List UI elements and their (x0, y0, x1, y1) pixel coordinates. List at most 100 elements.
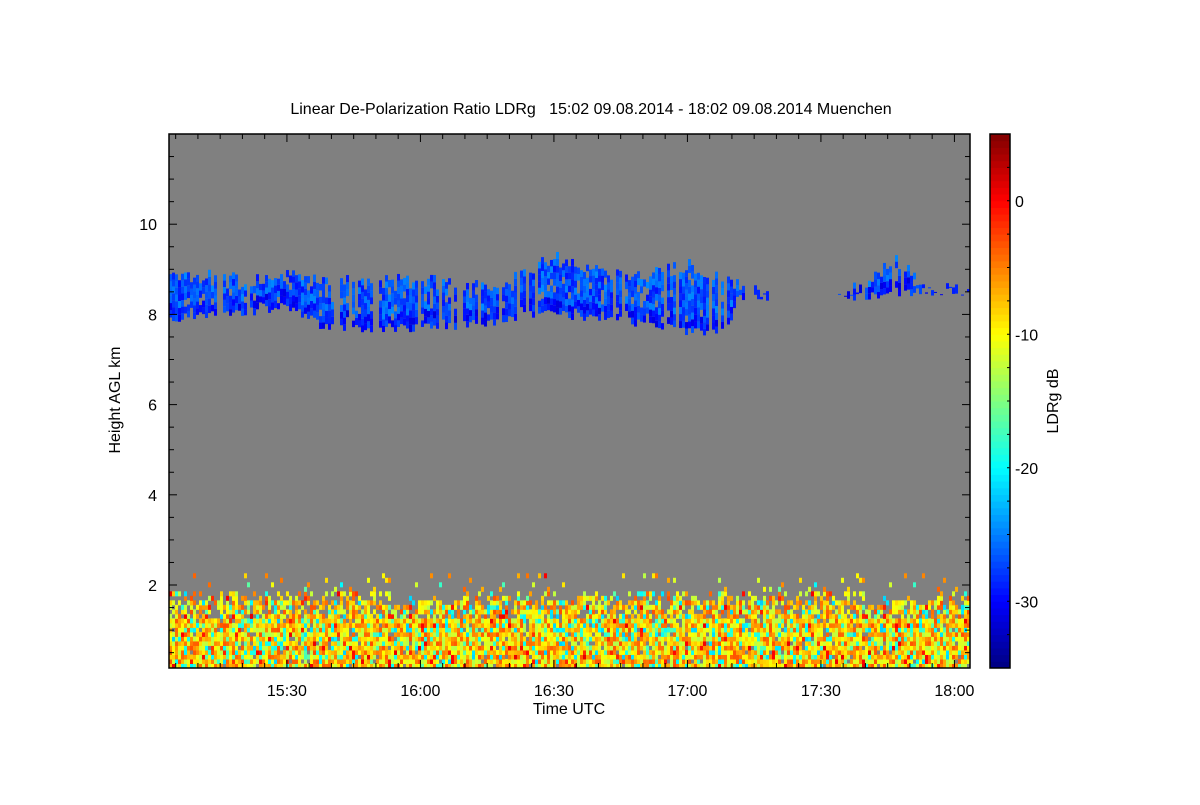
boundary-layer-cell (802, 605, 805, 610)
boundary-layer-cell (904, 632, 907, 637)
boundary-layer-cell (253, 591, 256, 596)
cirrus-cell (706, 291, 709, 298)
boundary-layer-cell (559, 623, 562, 628)
boundary-layer-cell (400, 650, 403, 655)
boundary-layer-cell (790, 636, 793, 641)
boundary-layer-cell (226, 605, 229, 610)
cirrus-cell (313, 282, 316, 289)
boundary-layer-cell (334, 600, 337, 605)
boundary-layer-cell (181, 659, 184, 664)
boundary-layer-cell (280, 600, 283, 605)
boundary-layer-cell (880, 645, 883, 650)
boundary-layer-cell (301, 636, 304, 641)
cirrus-cell (238, 297, 241, 304)
boundary-layer-cell (769, 587, 772, 592)
boundary-layer-cell (232, 650, 235, 655)
boundary-layer-cell (511, 645, 514, 650)
boundary-layer-cell (922, 605, 925, 610)
cirrus-cell (364, 323, 367, 330)
x-tick-label: 17:30 (801, 683, 841, 700)
boundary-layer-cell (676, 623, 679, 628)
cirrus-cell (442, 299, 445, 306)
boundary-layer-cell (655, 600, 658, 605)
cirrus-cell (697, 294, 700, 301)
boundary-layer-cell (331, 609, 334, 614)
boundary-layer-cell (325, 600, 328, 605)
cirrus-cell (427, 279, 430, 285)
cirrus-cell (706, 284, 709, 291)
boundary-layer-cell (811, 623, 814, 628)
boundary-layer-cell (820, 654, 823, 659)
cirrus-cell (643, 315, 646, 322)
boundary-layer-cell (829, 591, 832, 596)
boundary-layer-cell (499, 600, 502, 605)
boundary-layer-cell (271, 618, 274, 623)
x-axis-label: Time UTC (533, 701, 605, 718)
boundary-layer-cell (193, 645, 196, 650)
boundary-layer-cell (580, 623, 583, 628)
cirrus-cell (190, 295, 193, 301)
boundary-layer-cell (274, 632, 277, 637)
cirrus-cell (712, 323, 715, 330)
boundary-layer-cell (538, 641, 541, 646)
boundary-layer-cell (631, 636, 634, 641)
boundary-layer-cell (403, 641, 406, 646)
cirrus-cell (703, 329, 706, 335)
boundary-layer-cell (298, 650, 301, 655)
boundary-layer-cell (334, 632, 337, 637)
boundary-layer-cell (796, 654, 799, 659)
cirrus-cell (577, 293, 580, 299)
boundary-layer-cell (838, 654, 841, 659)
boundary-layer-cell (223, 654, 226, 659)
boundary-layer-cell (175, 627, 178, 632)
cirrus-cell (877, 273, 880, 279)
boundary-layer-cell (730, 641, 733, 646)
cirrus-cell (580, 297, 583, 304)
boundary-layer-cell (739, 600, 742, 605)
boundary-layer-cell (193, 618, 196, 623)
boundary-layer-cell (289, 623, 292, 628)
boundary-layer-cell (235, 650, 238, 655)
boundary-layer-cell (784, 654, 787, 659)
boundary-layer-cell (763, 623, 766, 628)
cirrus-cell (715, 320, 718, 327)
boundary-layer-cell (814, 641, 817, 646)
boundary-layer-cell (310, 614, 313, 619)
boundary-layer-cell (721, 650, 724, 655)
boundary-layer-cell (415, 609, 418, 614)
boundary-layer-cell (556, 645, 559, 650)
boundary-layer-cell (694, 645, 697, 650)
boundary-layer-cell (319, 605, 322, 610)
boundary-layer-cell (292, 618, 295, 623)
boundary-layer-cell (451, 645, 454, 650)
boundary-layer-cell (388, 591, 391, 596)
boundary-layer-cell (199, 600, 202, 605)
boundary-layer-cell (199, 591, 202, 596)
cirrus-cell (193, 291, 196, 298)
boundary-layer-cell (322, 605, 325, 610)
boundary-layer-cell (883, 645, 886, 650)
boundary-layer-cell (697, 614, 700, 619)
cirrus-cell (223, 287, 226, 293)
boundary-layer-cell (916, 614, 919, 619)
boundary-layer-cell (769, 641, 772, 646)
boundary-layer-cell (550, 641, 553, 646)
boundary-layer-cell (643, 573, 646, 578)
boundary-layer-cell (724, 587, 727, 592)
boundary-layer-cell (502, 641, 505, 646)
boundary-layer-cell (571, 632, 574, 637)
boundary-layer-cell (172, 600, 175, 605)
boundary-layer-cell (304, 654, 307, 659)
boundary-layer-cell (757, 627, 760, 632)
boundary-layer-cell (193, 654, 196, 659)
boundary-layer-cell (787, 605, 790, 610)
boundary-layer-cell (841, 645, 844, 650)
boundary-layer-cell (832, 614, 835, 619)
boundary-layer-cell (877, 636, 880, 641)
boundary-layer-cell (955, 636, 958, 641)
boundary-layer-cell (718, 632, 721, 637)
boundary-layer-cell (796, 600, 799, 605)
colorbar-segment (990, 448, 1010, 455)
boundary-layer-cell (946, 636, 949, 641)
boundary-layer-cell (313, 605, 316, 610)
